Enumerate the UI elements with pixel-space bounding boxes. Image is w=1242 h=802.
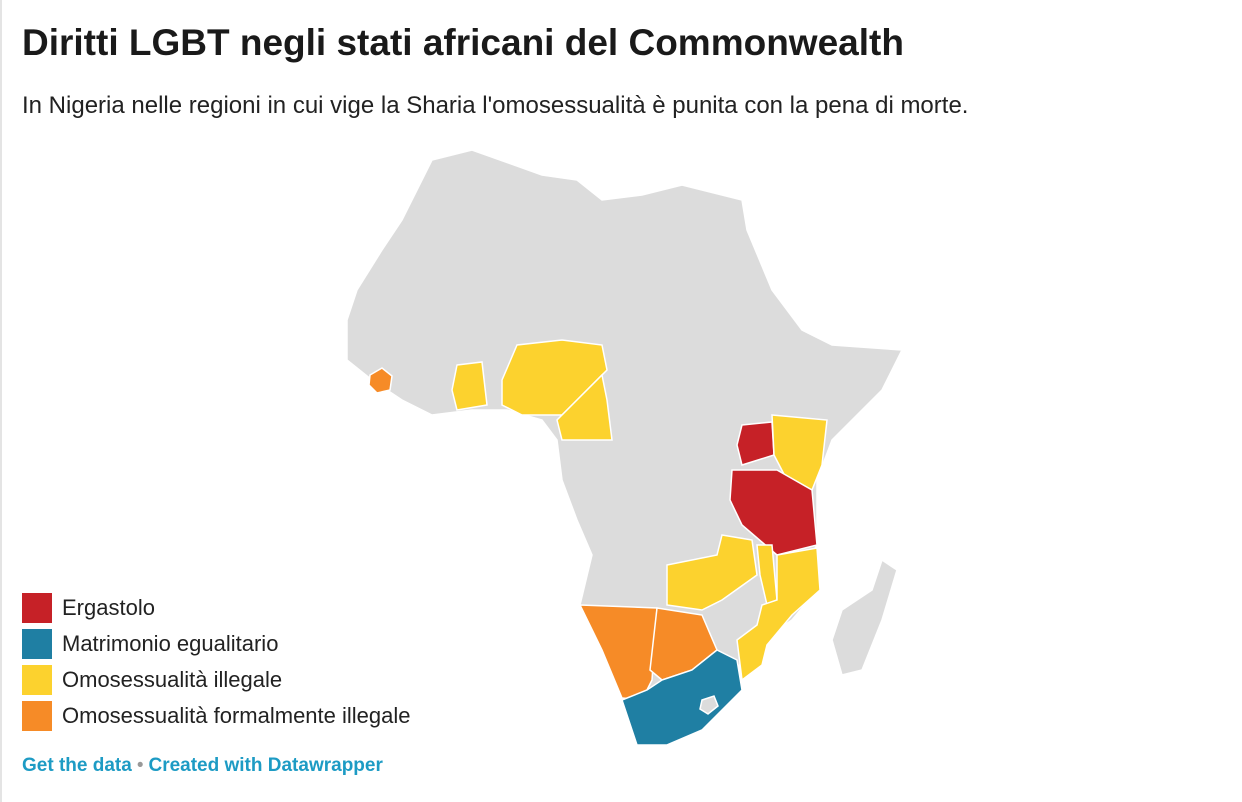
south-africa xyxy=(621,649,743,746)
namibia xyxy=(578,604,658,701)
legend-label: Matrimonio egualitario xyxy=(62,631,279,656)
title: Diritti LGBT negli stati africani del Co… xyxy=(22,22,904,63)
link[interactable]: Created with Datawrapper xyxy=(148,755,383,776)
legend-item: Omosessualità formalmente illegale xyxy=(22,698,411,734)
legend-item: Omosessualità illegale xyxy=(22,662,411,698)
legend-swatch xyxy=(22,701,52,731)
legend-swatch xyxy=(22,593,52,623)
legend-swatch xyxy=(22,629,52,659)
separator: • xyxy=(136,755,144,776)
footer: Get the data • Created with Datawrapper xyxy=(22,755,383,777)
uganda xyxy=(736,421,775,466)
lesotho xyxy=(699,695,719,715)
link[interactable]: Get the data xyxy=(22,755,132,776)
madagascar xyxy=(831,558,898,676)
sierra-leone xyxy=(368,367,393,394)
tanzania xyxy=(729,469,818,556)
legend: Ergastolo Matrimonio egualitario Omosessua… xyxy=(22,590,411,734)
legend-item: Matrimonio egualitario xyxy=(22,626,411,662)
legend-label: Omosessualità formalmente illegale xyxy=(62,703,411,728)
legend-swatch xyxy=(22,665,52,695)
legend-label: Omosessualità illegale xyxy=(62,667,283,692)
mozambique xyxy=(736,547,821,682)
legend-item: Ergastolo xyxy=(22,590,411,626)
legend-label: Ergastolo xyxy=(62,595,155,620)
ghana xyxy=(451,361,488,411)
subtitle: In Nigeria nelle regioni in cui vige la … xyxy=(22,92,969,119)
zambia xyxy=(666,534,758,611)
cameroon xyxy=(556,373,613,441)
